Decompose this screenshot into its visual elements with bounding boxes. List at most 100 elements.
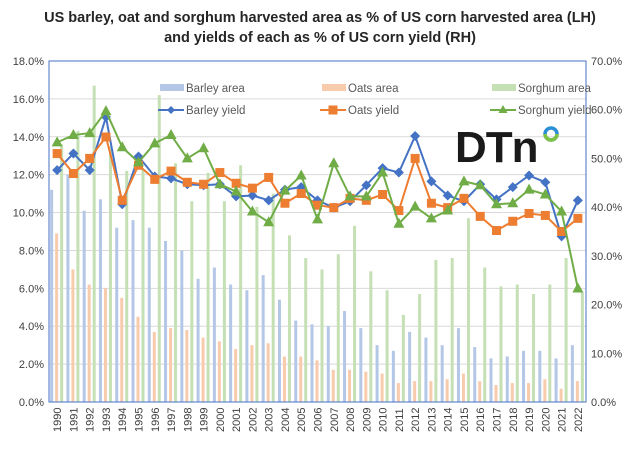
marker-oats-yield xyxy=(68,169,78,179)
x-tick-label: 1993 xyxy=(101,408,113,432)
marker-sorghum-yield xyxy=(198,142,210,153)
x-tick-label: 1997 xyxy=(166,408,178,432)
bar-sorghum-area xyxy=(190,201,194,402)
bar-oats-area xyxy=(575,381,579,402)
x-tick-label: 2015 xyxy=(459,408,471,432)
bar-sorghum-area xyxy=(304,258,308,402)
chart-title-line2: and yields of each as % of US corn yield… xyxy=(164,30,476,46)
bar-oats-area xyxy=(331,369,335,402)
bar-barley-area xyxy=(505,356,509,402)
x-tick-label: 1999 xyxy=(199,408,211,432)
bar-oats-area xyxy=(282,356,286,402)
x-tick-label: 2018 xyxy=(508,408,520,432)
marker-sorghum-yield xyxy=(230,185,242,196)
bar-sorghum-area xyxy=(108,146,112,402)
left-tick-label: 2.0% xyxy=(19,359,44,371)
marker-sorghum-yield xyxy=(116,141,128,152)
marker-sorghum-yield xyxy=(442,204,454,215)
legend-label: Oats area xyxy=(348,83,399,95)
marker-sorghum-yield xyxy=(377,166,389,177)
marker-barley-yield xyxy=(84,165,95,176)
marker-oats-yield xyxy=(166,166,176,176)
left-tick-label: 0.0% xyxy=(19,397,44,409)
right-tick-label: 60.0% xyxy=(591,105,622,117)
marker-oats-yield xyxy=(247,183,257,193)
legend-marker xyxy=(167,106,175,114)
bar-oats-area xyxy=(201,337,205,402)
bar-barley-area xyxy=(131,220,135,402)
x-tick-label: 2021 xyxy=(557,408,569,432)
marker-sorghum-yield xyxy=(393,217,405,228)
legend-marker xyxy=(328,105,338,115)
x-tick-label: 2016 xyxy=(475,408,487,432)
x-tick-label: 2003 xyxy=(264,408,276,432)
marker-barley-yield xyxy=(540,177,551,188)
marker-oats-yield xyxy=(296,189,306,199)
bar-sorghum-area xyxy=(336,254,340,402)
marker-barley-yield xyxy=(393,167,404,178)
marker-sorghum-yield xyxy=(312,213,323,224)
marker-barley-yield xyxy=(524,170,535,181)
bar-sorghum-area xyxy=(60,144,64,402)
bar-sorghum-area xyxy=(483,267,487,402)
marker-oats-yield xyxy=(264,172,274,182)
bar-oats-area xyxy=(429,381,433,402)
bar-oats-area xyxy=(315,360,319,402)
marker-oats-yield xyxy=(378,189,388,199)
right-tick-label: 70.0% xyxy=(591,56,622,68)
marker-barley-yield xyxy=(263,195,274,206)
bar-oats-area xyxy=(559,388,563,402)
right-tick-label: 50.0% xyxy=(591,153,622,165)
bar-barley-area xyxy=(554,358,558,402)
x-tick-label: 2022 xyxy=(573,408,585,432)
legend-swatch xyxy=(322,84,346,91)
bar-sorghum-area xyxy=(157,95,161,402)
marker-oats-yield xyxy=(557,227,567,236)
bar-barley-area xyxy=(212,267,216,402)
marker-sorghum-yield xyxy=(328,157,340,168)
bar-sorghum-area xyxy=(548,284,552,402)
bar-barley-area xyxy=(570,345,574,402)
dtn-logo: DTn xyxy=(455,123,565,173)
legend-label: Barley yield xyxy=(186,105,245,117)
marker-oats-yield xyxy=(199,179,209,189)
marker-oats-yield xyxy=(150,174,160,184)
marker-barley-yield xyxy=(572,195,583,206)
marker-sorghum-yield xyxy=(279,184,291,195)
bar-oats-area xyxy=(185,330,189,402)
marker-sorghum-yield xyxy=(51,136,63,147)
x-tick-label: 2000 xyxy=(215,408,227,432)
left-tick-label: 6.0% xyxy=(19,283,44,295)
bar-barley-area xyxy=(489,358,493,402)
legend-label: Barley area xyxy=(186,83,245,95)
marker-oats-yield xyxy=(573,213,583,223)
marker-sorghum-yield xyxy=(165,129,177,140)
bar-oats-area xyxy=(103,288,107,402)
marker-barley-yield xyxy=(507,182,518,193)
bar-sorghum-area xyxy=(499,286,503,402)
bar-barley-area xyxy=(147,227,151,402)
bar-barley-area xyxy=(359,328,363,402)
x-tick-label: 2008 xyxy=(345,408,357,432)
marker-barley-yield xyxy=(410,131,421,142)
left-tick-label: 4.0% xyxy=(19,321,44,333)
x-tick-label: 2017 xyxy=(492,408,504,432)
marker-sorghum-yield xyxy=(295,169,307,180)
bar-barley-area xyxy=(82,210,86,402)
bar-barley-area xyxy=(375,345,379,402)
left-tick-label: 8.0% xyxy=(19,245,44,257)
marker-oats-yield xyxy=(280,198,290,208)
marker-oats-yield xyxy=(117,195,127,205)
marker-sorghum-yield xyxy=(84,127,96,138)
x-tick-label: 2019 xyxy=(524,408,536,432)
chart-title: US barley, oat and sorghum harvested are… xyxy=(44,10,596,26)
bar-barley-area xyxy=(50,189,54,402)
bar-oats-area xyxy=(55,233,59,402)
marker-barley-yield xyxy=(166,173,177,184)
x-tick-label: 1995 xyxy=(134,408,146,432)
marker-sorghum-yield xyxy=(458,175,470,186)
marker-barley-yield xyxy=(361,180,372,191)
bar-barley-area xyxy=(408,331,412,402)
marker-oats-yield xyxy=(492,226,501,236)
